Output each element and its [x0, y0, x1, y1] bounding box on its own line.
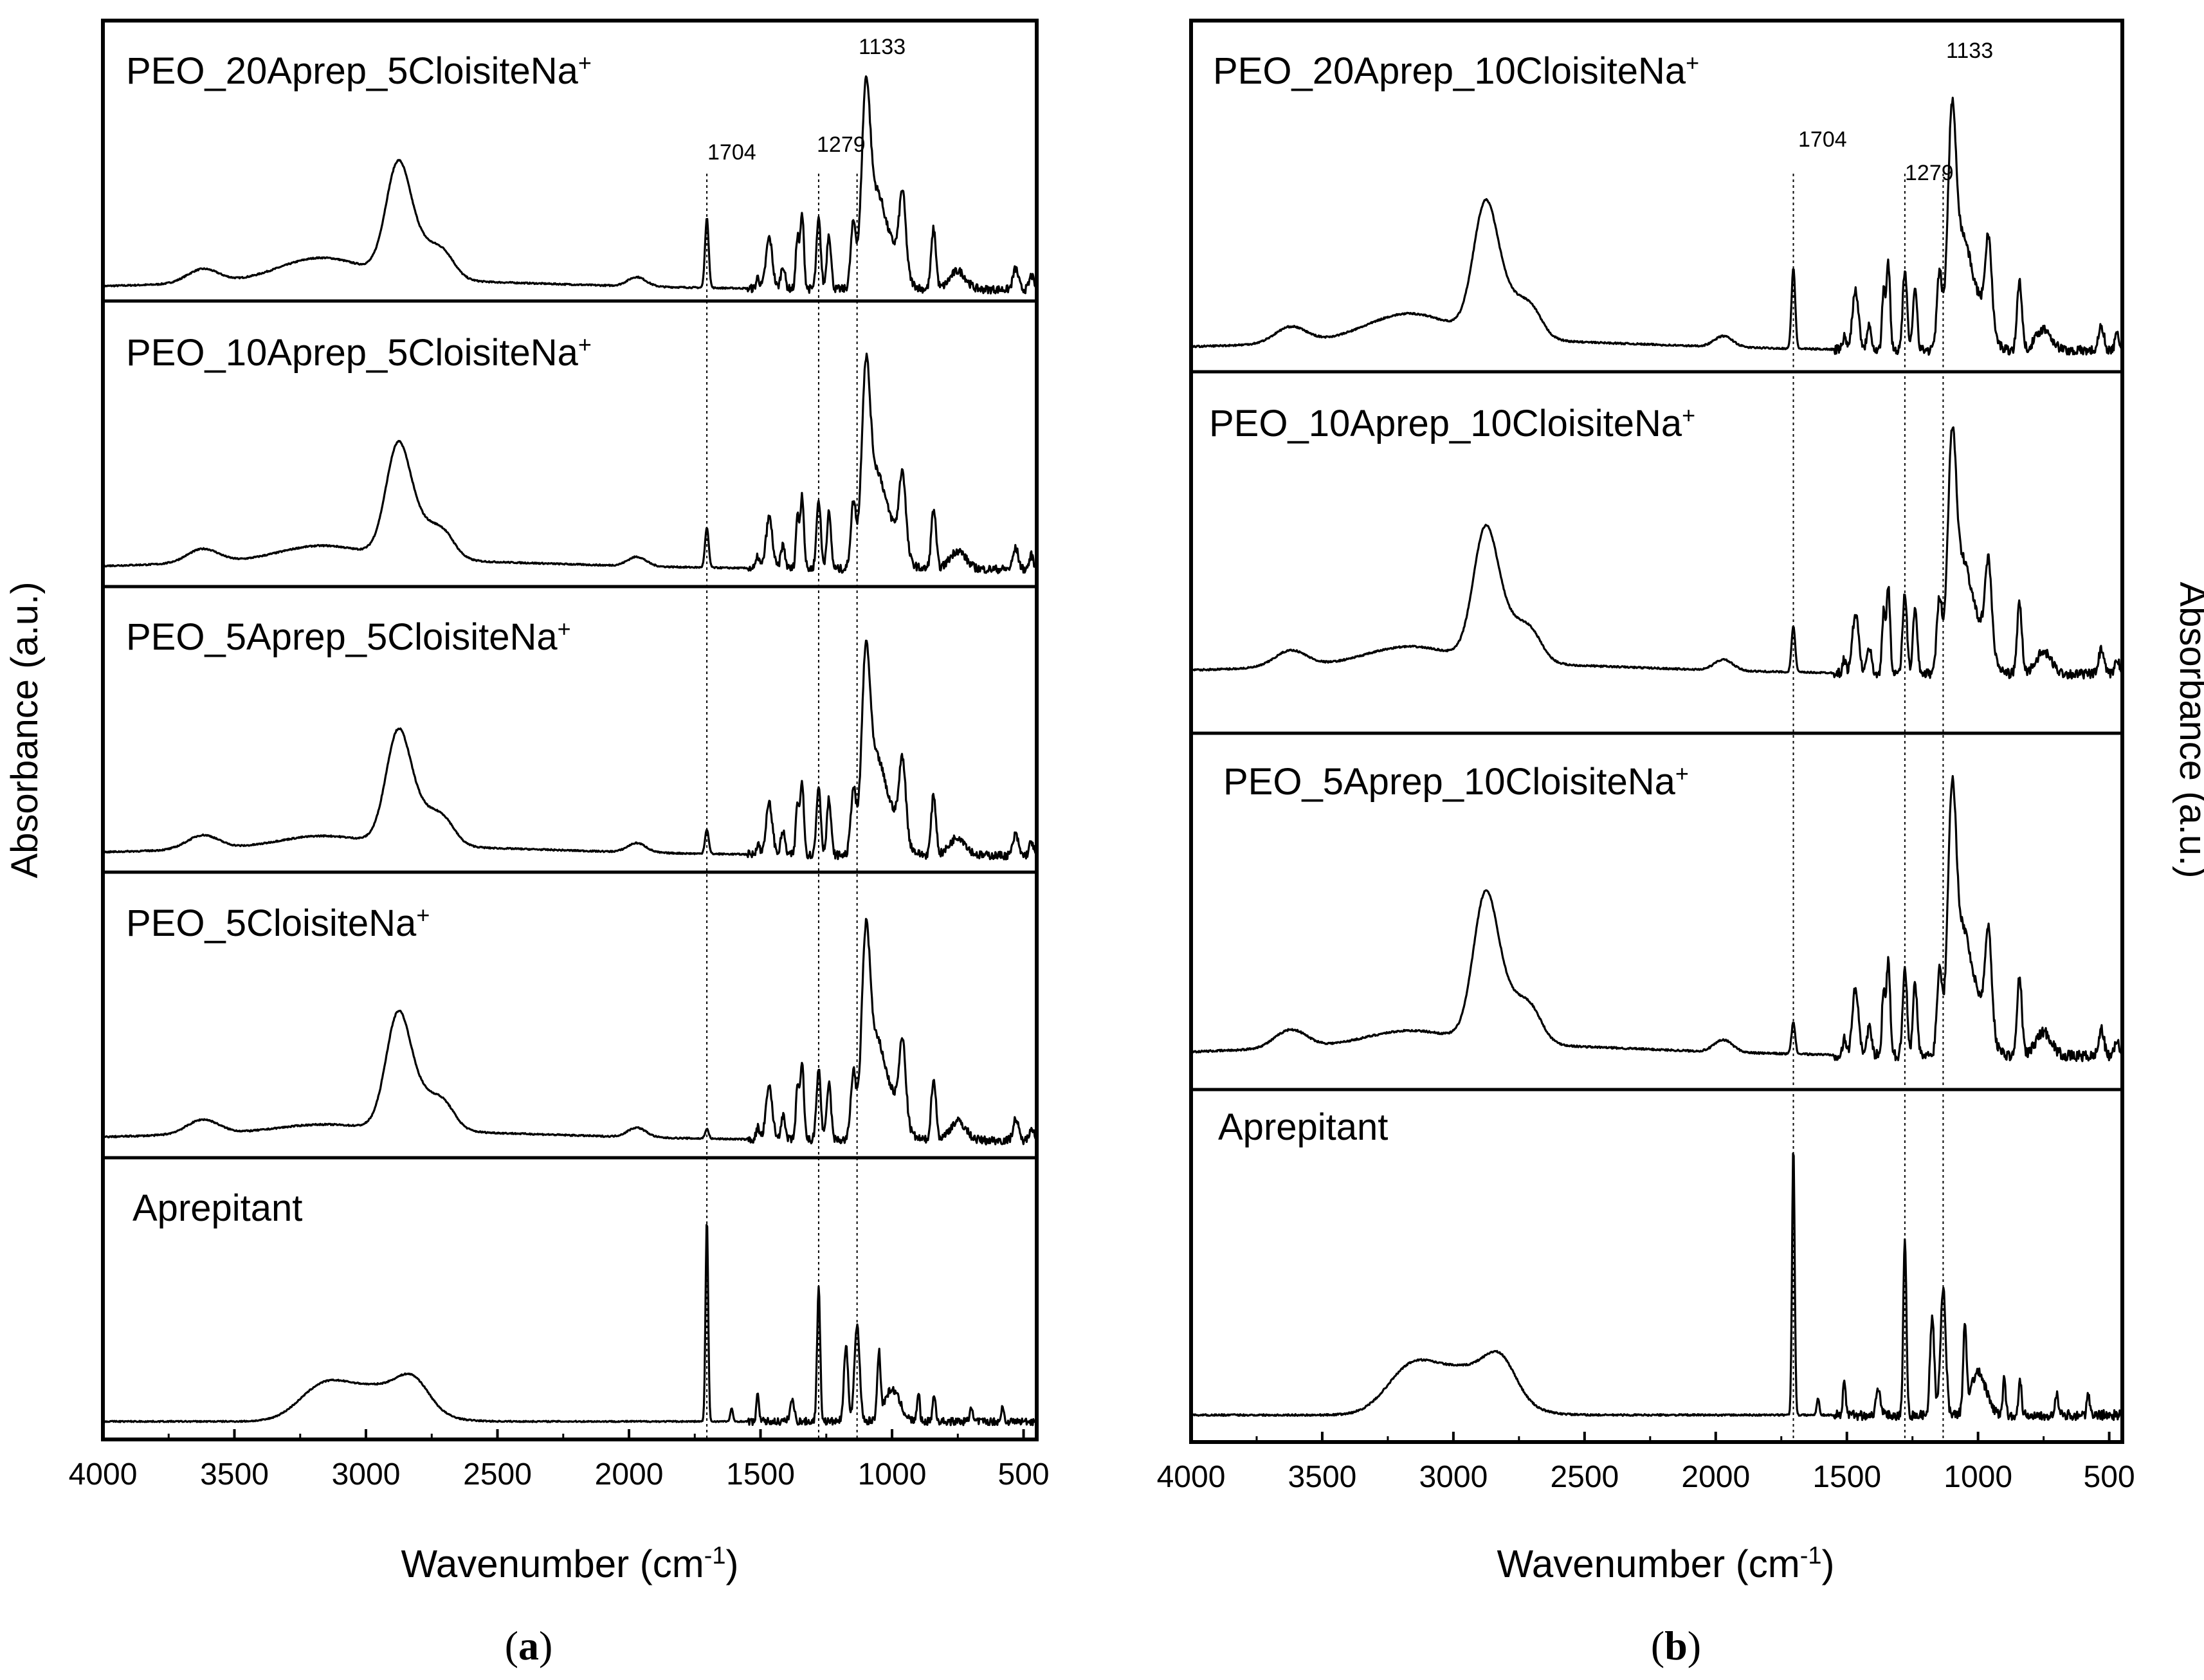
series-label-text: Aprepitant [132, 1187, 302, 1229]
panel-a: PEO_20Aprep_5CloisiteNa+PEO_10Aprep_5Clo… [4, 19, 1050, 1668]
series-label-text: PEO_5CloisiteNa [126, 902, 417, 944]
series-label-superscript: + [578, 331, 592, 358]
spectrum-line [102, 75, 1038, 295]
x-axis-label-text: Wavenumber (cm [401, 1542, 704, 1585]
x-tick-label: 1500 [1812, 1460, 1881, 1494]
series-label: Aprepitant [132, 1187, 302, 1229]
series-label: PEO_20Aprep_5CloisiteNa+ [126, 50, 592, 93]
x-tick-label: 1000 [1944, 1460, 2012, 1494]
series-label: PEO_5CloisiteNa+ [126, 902, 430, 945]
panel-caption: (b) [1651, 1623, 1701, 1668]
spectrum-line [1190, 1153, 2123, 1421]
x-axis-label-close: ) [1822, 1542, 1835, 1585]
reference-line-label: 1704 [707, 140, 756, 165]
x-tick-label: 2500 [1550, 1460, 1619, 1494]
x-tick-label: 1000 [858, 1457, 927, 1492]
plot-frame [1189, 19, 2124, 1444]
series-label: Aprepitant [1218, 1106, 1388, 1148]
series-label-text: PEO_5Aprep_10CloisiteNa [1223, 761, 1676, 803]
x-tick-label: 1500 [726, 1457, 795, 1492]
panel-caption: (a) [505, 1623, 553, 1668]
series-label-superscript: + [558, 616, 571, 642]
panel-caption-letter: b [1664, 1623, 1688, 1668]
series-label: PEO_10Aprep_10CloisiteNa+ [1209, 402, 1695, 445]
panel-caption-close: ) [1688, 1623, 1701, 1668]
spectrum-line [1190, 426, 2123, 680]
reference-line-label: 1133 [859, 35, 906, 59]
x-tick-label: 3000 [1419, 1460, 1488, 1494]
x-tick-label: 2000 [1681, 1460, 1750, 1494]
x-axis-label: Wavenumber (cm-1) [1497, 1542, 1835, 1585]
series-label-text: PEO_10Aprep_5CloisiteNa [126, 332, 579, 374]
x-axis-label-close: ) [726, 1542, 739, 1585]
reference-line-label: 1279 [817, 132, 866, 157]
series-label-text: PEO_20Aprep_5CloisiteNa [126, 50, 579, 92]
spectrum-line [102, 352, 1038, 574]
panel-caption-open: ( [1651, 1623, 1664, 1668]
spectrum-line [1190, 775, 2124, 1063]
plot-area [103, 21, 1037, 1439]
x-tick-label: 3500 [1288, 1460, 1357, 1494]
series-label-text: PEO_10Aprep_10CloisiteNa [1209, 403, 1682, 444]
reference-line-label: 1133 [1946, 39, 1993, 63]
spectrum-line [102, 918, 1037, 1146]
series-label-text: PEO_5Aprep_5CloisiteNa [126, 616, 558, 658]
panel-caption-open: ( [505, 1623, 518, 1668]
y-axis-label: Absorbance (a.u.) [4, 581, 46, 878]
series-label: PEO_20Aprep_10CloisiteNa+ [1213, 50, 1699, 93]
reference-line-label: 1704 [1798, 127, 1847, 152]
panel-b: PEO_20Aprep_10CloisiteNa+PEO_10Aprep_10C… [1157, 19, 2204, 1668]
series-label-text: PEO_20Aprep_10CloisiteNa [1213, 50, 1686, 92]
x-tick-label: 3000 [332, 1457, 401, 1492]
series-label-text: Aprepitant [1218, 1106, 1388, 1148]
series-label-superscript: + [1682, 402, 1695, 428]
x-axis-label: Wavenumber (cm-1) [401, 1542, 739, 1585]
x-tick-label: 500 [2084, 1460, 2135, 1494]
x-axis-label-superscript: -1 [1800, 1542, 1822, 1569]
y-axis-label: Absorbance (a.u.) [2172, 581, 2204, 878]
x-tick-label: 4000 [1157, 1460, 1226, 1494]
x-axis-label-text: Wavenumber (cm [1497, 1542, 1800, 1585]
series-label-superscript: + [416, 902, 430, 928]
series-label: PEO_10Aprep_5CloisiteNa+ [126, 331, 592, 374]
spectrum-line [1190, 96, 2123, 356]
x-tick-label: 3500 [200, 1457, 269, 1492]
series-label: PEO_5Aprep_5CloisiteNa+ [126, 616, 571, 659]
plot-area [1191, 21, 2122, 1442]
series-label: PEO_5Aprep_10CloisiteNa+ [1223, 760, 1689, 803]
reference-line-label: 1279 [1905, 161, 1954, 185]
spectrum-line [102, 639, 1038, 861]
panel-caption-close: ) [539, 1623, 552, 1668]
x-tick-label: 500 [998, 1457, 1050, 1492]
series-label-superscript: + [1686, 50, 1699, 76]
panel-caption-letter: a [518, 1623, 539, 1668]
x-tick-label: 2000 [595, 1457, 664, 1492]
spectrum-line [102, 1224, 1037, 1427]
plot-frame [101, 19, 1039, 1441]
x-tick-label: 2500 [463, 1457, 532, 1492]
series-label-superscript: + [578, 50, 592, 76]
x-tick-label: 4000 [69, 1457, 138, 1492]
x-axis-label-superscript: -1 [704, 1542, 726, 1569]
series-label-superscript: + [1675, 760, 1689, 787]
